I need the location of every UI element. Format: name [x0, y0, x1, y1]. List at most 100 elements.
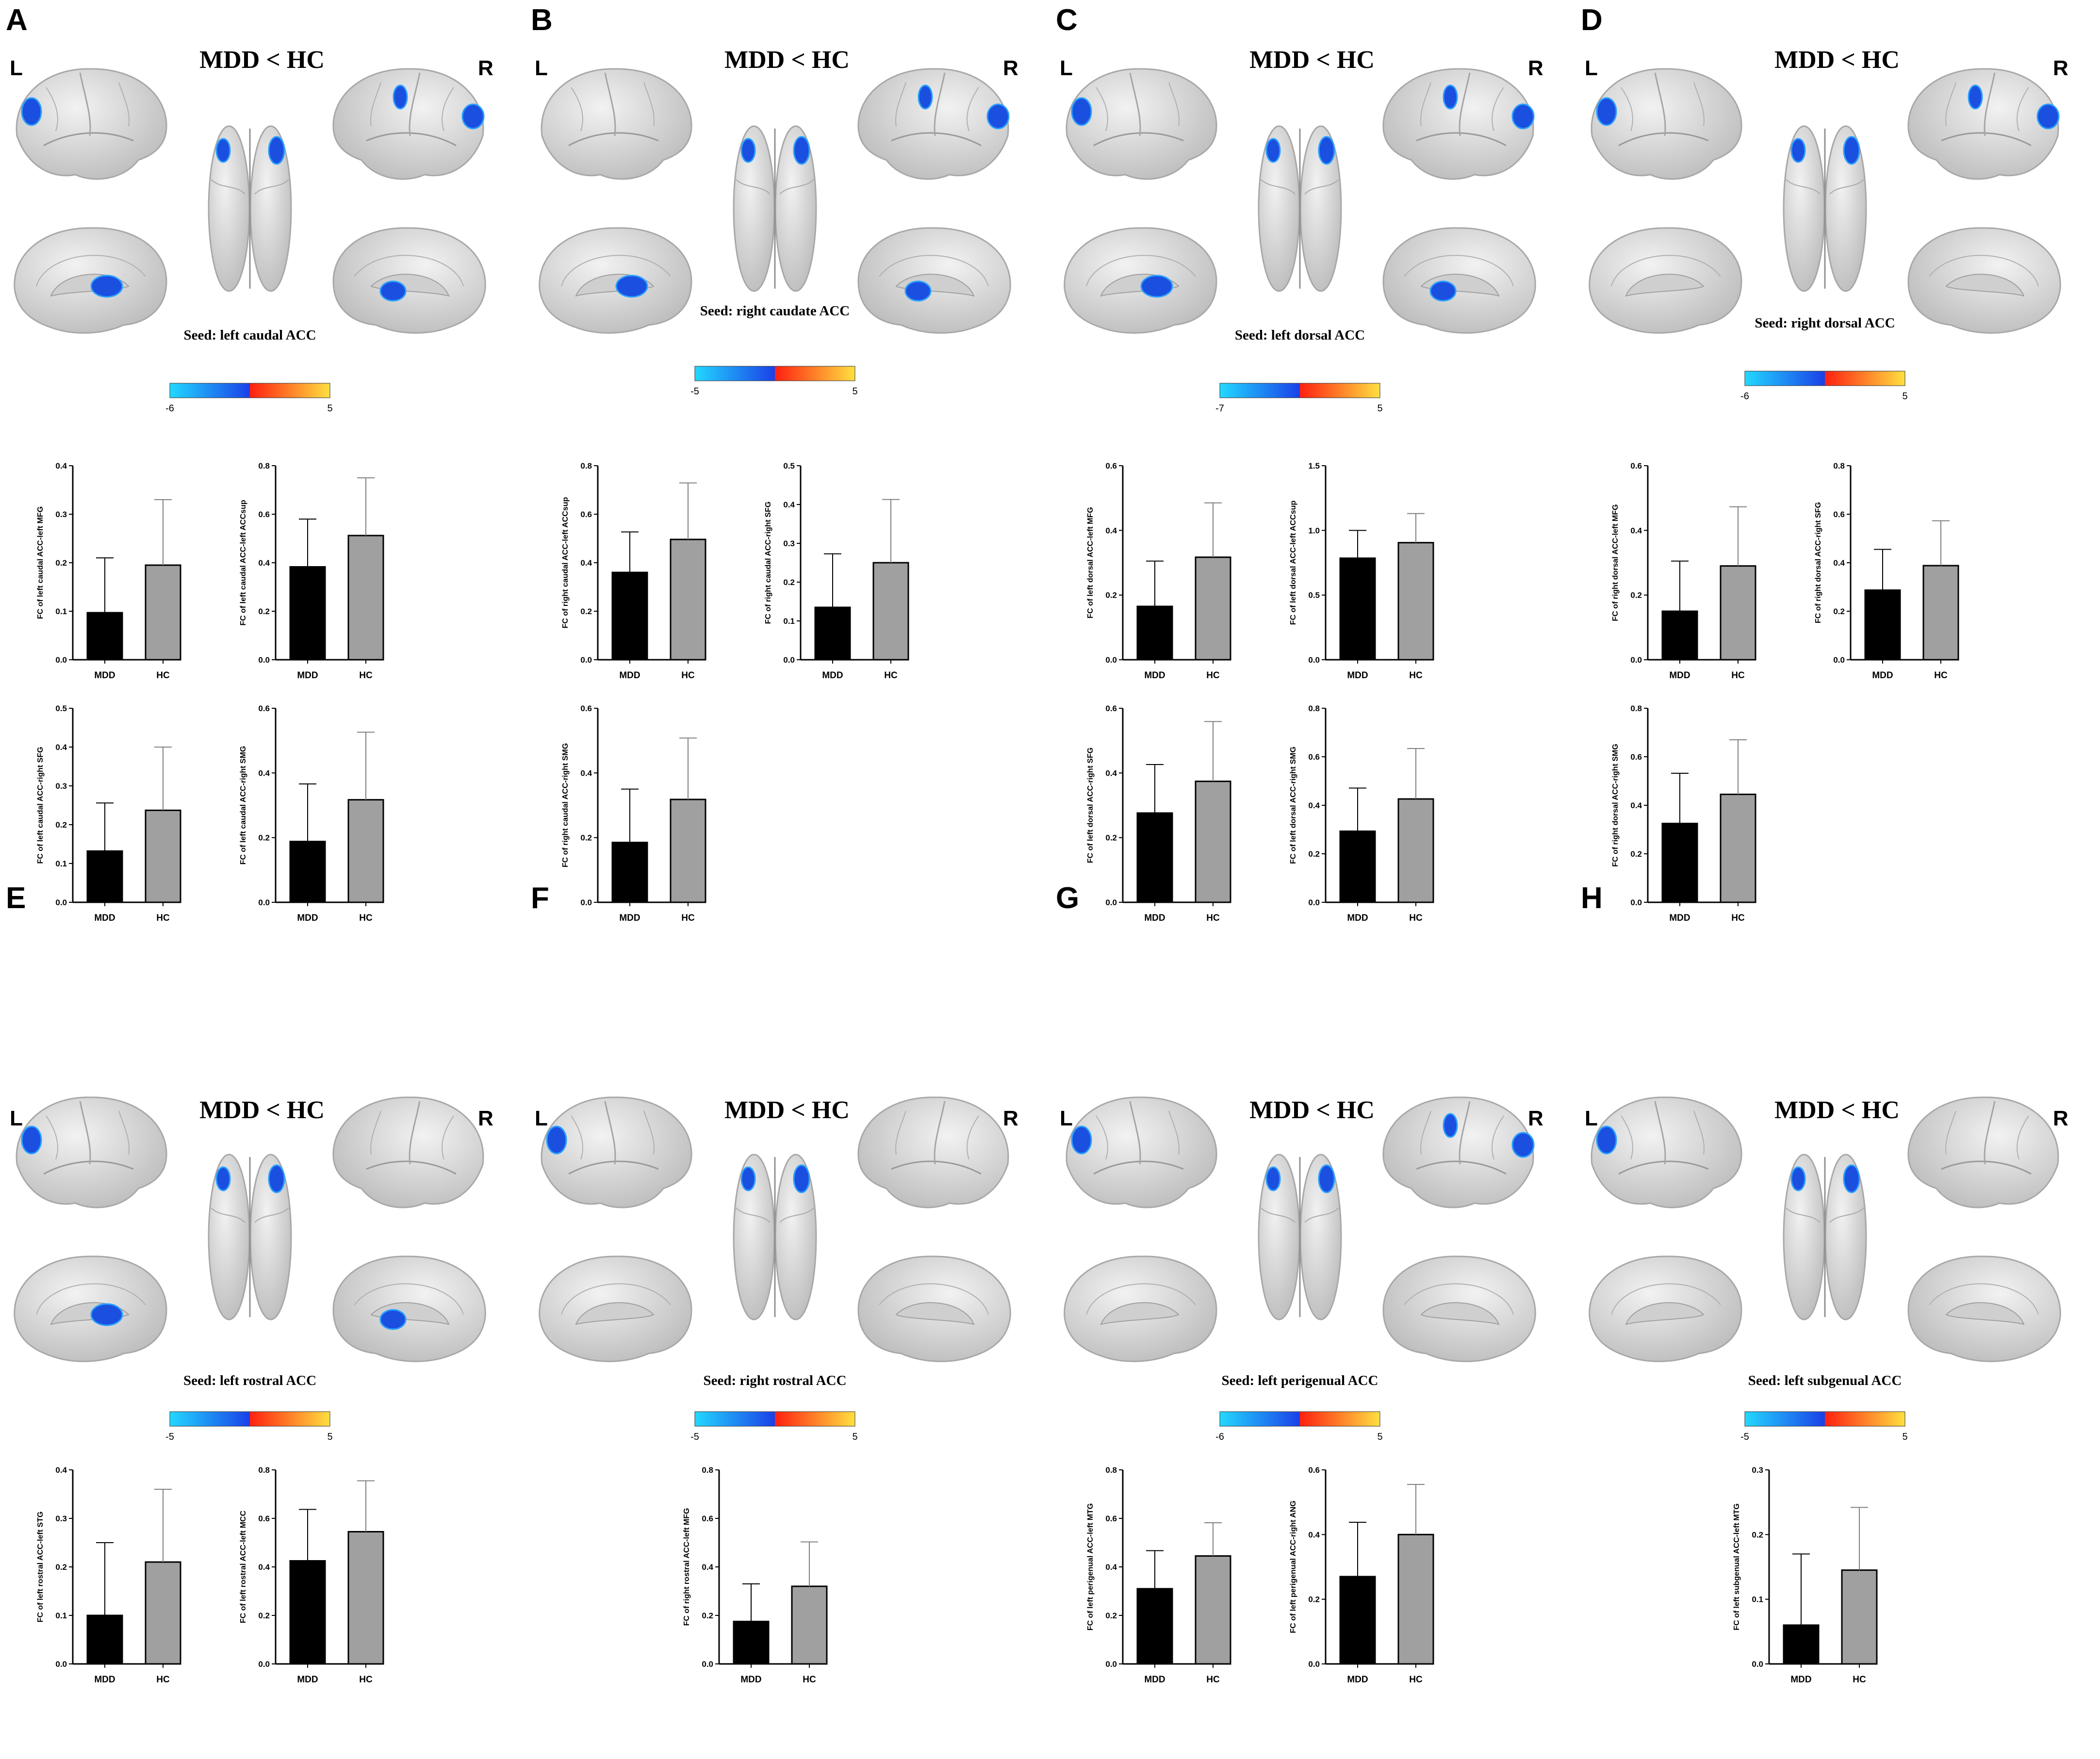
y-tick-label: 0.0	[1308, 1660, 1320, 1669]
right-hemisphere-label: R	[478, 1107, 493, 1130]
activation-cluster	[1511, 103, 1535, 130]
y-tick-label: 0.5	[783, 461, 795, 471]
y-axis-label: FC of left perigenual ACC-right ANG	[1289, 1500, 1297, 1633]
y-axis-label: FC of left rostral ACC-left MCC	[239, 1510, 247, 1623]
y-tick-label: 0.6	[1630, 461, 1642, 471]
y-tick-label: 0.4	[55, 461, 67, 471]
bar-chart: 0.0 0.2 0.4 0.6 0.8 MDD HC FC of left perigenua…	[1086, 1466, 1231, 1685]
bar-mdd	[86, 1614, 123, 1665]
y-tick-label: 0.6	[258, 1514, 270, 1523]
right-hemisphere-label: R	[2053, 1107, 2068, 1130]
x-tick-label: MDD	[1144, 1675, 1165, 1685]
x-tick-label: HC	[156, 670, 170, 681]
y-tick-label: 1.5	[1308, 461, 1320, 471]
y-tick-label: 0.1	[783, 617, 795, 626]
activation-cluster	[918, 84, 933, 110]
y-tick-label: 0.0	[1833, 655, 1845, 665]
x-tick-label: MDD	[94, 913, 115, 923]
y-tick-label: 0.2	[702, 1611, 713, 1620]
y-tick-label: 0.6	[258, 510, 270, 519]
y-tick-label: 0.2	[1630, 591, 1642, 600]
y-tick-label: 0.2	[1752, 1530, 1763, 1539]
colorbar: -5 5	[1740, 1411, 1908, 1442]
activation-cluster	[1843, 1164, 1860, 1193]
colorbar: -7 5	[1215, 383, 1383, 414]
x-tick-label: MDD	[1347, 1675, 1368, 1685]
left-hemisphere-label: L	[1585, 56, 1598, 80]
y-tick-label: 0.0	[1308, 655, 1320, 665]
comparison-title: MDD < HC	[724, 1096, 850, 1124]
activation-cluster	[379, 1309, 407, 1330]
y-tick-label: 0.4	[1105, 1563, 1117, 1572]
y-axis-label: FC of left caudal ACC-left MFG	[36, 506, 45, 619]
y-tick-label: 0.0	[1105, 1660, 1117, 1669]
y-axis-label: FC of right dorsal ACC-right SFG	[1814, 502, 1822, 623]
x-tick-label: MDD	[94, 1675, 115, 1685]
bar-chart: 0.0 0.2 0.4 0.6 MDD HC FC of left perigenual A…	[1289, 1466, 1434, 1685]
panel-h: H MDD < HC L R Seed: left subgenual ACC -5 5 0.…	[1581, 881, 2068, 1685]
bar-hc	[1841, 1569, 1878, 1665]
bar-chart: 0.0 0.2 0.4 0.6 MDD HC FC of left dorsal ACC-l…	[1086, 461, 1231, 681]
left-hemisphere-label: L	[10, 1107, 23, 1130]
panel-letter: D	[1581, 3, 1603, 37]
brain-medial-right	[857, 227, 1011, 334]
bar-chart: 0.0 0.1 0.2 0.3 MDD HC FC of left subgenual AC…	[1733, 1466, 1878, 1685]
bar-chart: 0.0 0.2 0.4 0.6 MDD HC FC of left caudal ACC-r…	[239, 704, 384, 923]
y-tick-label: 0.1	[1752, 1595, 1763, 1604]
brain-renders	[539, 68, 1011, 334]
right-hemisphere-label: R	[1003, 56, 1018, 80]
bar-chart: 0.0 0.2 0.4 0.6 0.8 MDD HC FC of left rostral A…	[239, 1466, 384, 1685]
x-tick-label: HC	[1731, 913, 1745, 923]
bar-chart: 0.0 0.2 0.4 0.6 0.8 MDD HC FC of left dorsal AC…	[1289, 704, 1434, 923]
bar-hc	[1720, 565, 1756, 661]
y-tick-label: 0.2	[1833, 607, 1845, 616]
left-hemisphere-label: L	[535, 56, 548, 80]
bar-hc	[347, 1531, 384, 1665]
x-tick-label: MDD	[1669, 913, 1690, 923]
right-hemisphere-label: R	[478, 56, 493, 80]
y-tick-label: 0.4	[1105, 768, 1117, 778]
bar-mdd	[1339, 1576, 1376, 1665]
y-tick-label: 0.4	[1308, 801, 1320, 810]
brain-lateral-right	[1907, 68, 2060, 180]
y-tick-label: 1.0	[1308, 526, 1320, 535]
y-tick-label: 0.0	[783, 655, 795, 665]
colorbar-min-label: -5	[1740, 1432, 1749, 1442]
bar-mdd	[86, 612, 123, 661]
y-tick-label: 0.4	[55, 743, 67, 752]
x-tick-label: HC	[359, 1675, 373, 1685]
x-tick-label: MDD	[297, 913, 318, 923]
x-tick-label: MDD	[1669, 670, 1690, 681]
bar-hc	[791, 1585, 828, 1665]
bar-mdd	[289, 566, 326, 661]
y-tick-label: 0.4	[1630, 526, 1642, 535]
bar-chart: 0.0 0.1 0.2 0.3 0.4 0.5 MDD HC FC of right cauda…	[764, 461, 909, 681]
bar-hc	[1922, 565, 1959, 661]
y-axis-label: FC of left subgenual ACC-left MTG	[1733, 1503, 1741, 1630]
brain-dorsal-view	[208, 1154, 292, 1320]
y-tick-label: 0.6	[1105, 1514, 1117, 1523]
y-axis-label: FC of left dorsal ACC-left MFG	[1086, 507, 1095, 619]
activation-cluster	[1790, 138, 1806, 163]
activation-cluster	[1318, 1164, 1335, 1193]
bar-chart: 0.0 0.1 0.2 0.3 0.4 MDD HC FC of left rostral A…	[36, 1466, 181, 1685]
comparison-title: MDD < HC	[1774, 46, 1900, 74]
y-tick-label: 0.4	[258, 768, 270, 778]
bar-chart: 0.0 0.2 0.4 0.6 MDD HC FC of right caudal ACC-…	[561, 704, 706, 923]
activation-cluster	[793, 1164, 810, 1193]
y-tick-label: 0.2	[258, 833, 270, 843]
colorbar-max-label: 5	[852, 386, 857, 397]
bar-hc	[145, 809, 181, 903]
y-tick-label: 0.6	[580, 704, 592, 713]
colorbar: -5 5	[165, 1411, 333, 1442]
brain-renders	[1589, 1096, 2061, 1362]
bar-chart: 0.0 0.2 0.4 0.6 0.8 MDD HC FC of right caudal A…	[561, 461, 706, 681]
brain-lateral-left	[16, 68, 167, 180]
bar-hc	[347, 799, 384, 903]
comparison-title: MDD < HC	[724, 46, 850, 74]
y-tick-label: 0.4	[702, 1563, 713, 1572]
bar-mdd	[1661, 823, 1698, 903]
